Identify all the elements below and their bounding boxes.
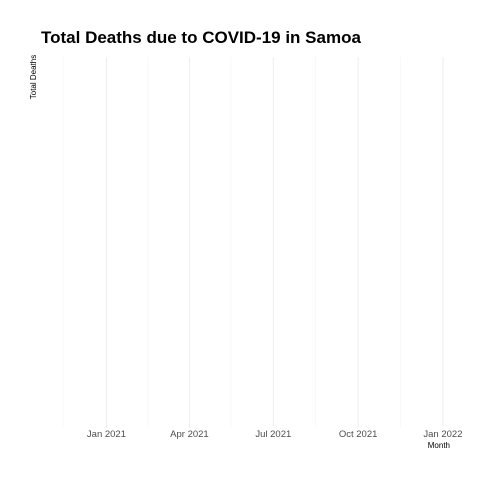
x-tick-label-3: Oct 2021 (339, 429, 378, 440)
x-axis-title: Month (428, 441, 450, 450)
y-axis-title: Total Deaths (29, 55, 38, 99)
x-tick-label-1: Apr 2021 (170, 429, 209, 440)
chart-title: Total Deaths due to COVID-19 in Samoa (41, 28, 361, 47)
x-tick-label-0: Jan 2021 (87, 429, 126, 440)
x-tick-label-2: Jul 2021 (255, 429, 291, 440)
x-tick-label-4: Jan 2022 (423, 429, 462, 440)
